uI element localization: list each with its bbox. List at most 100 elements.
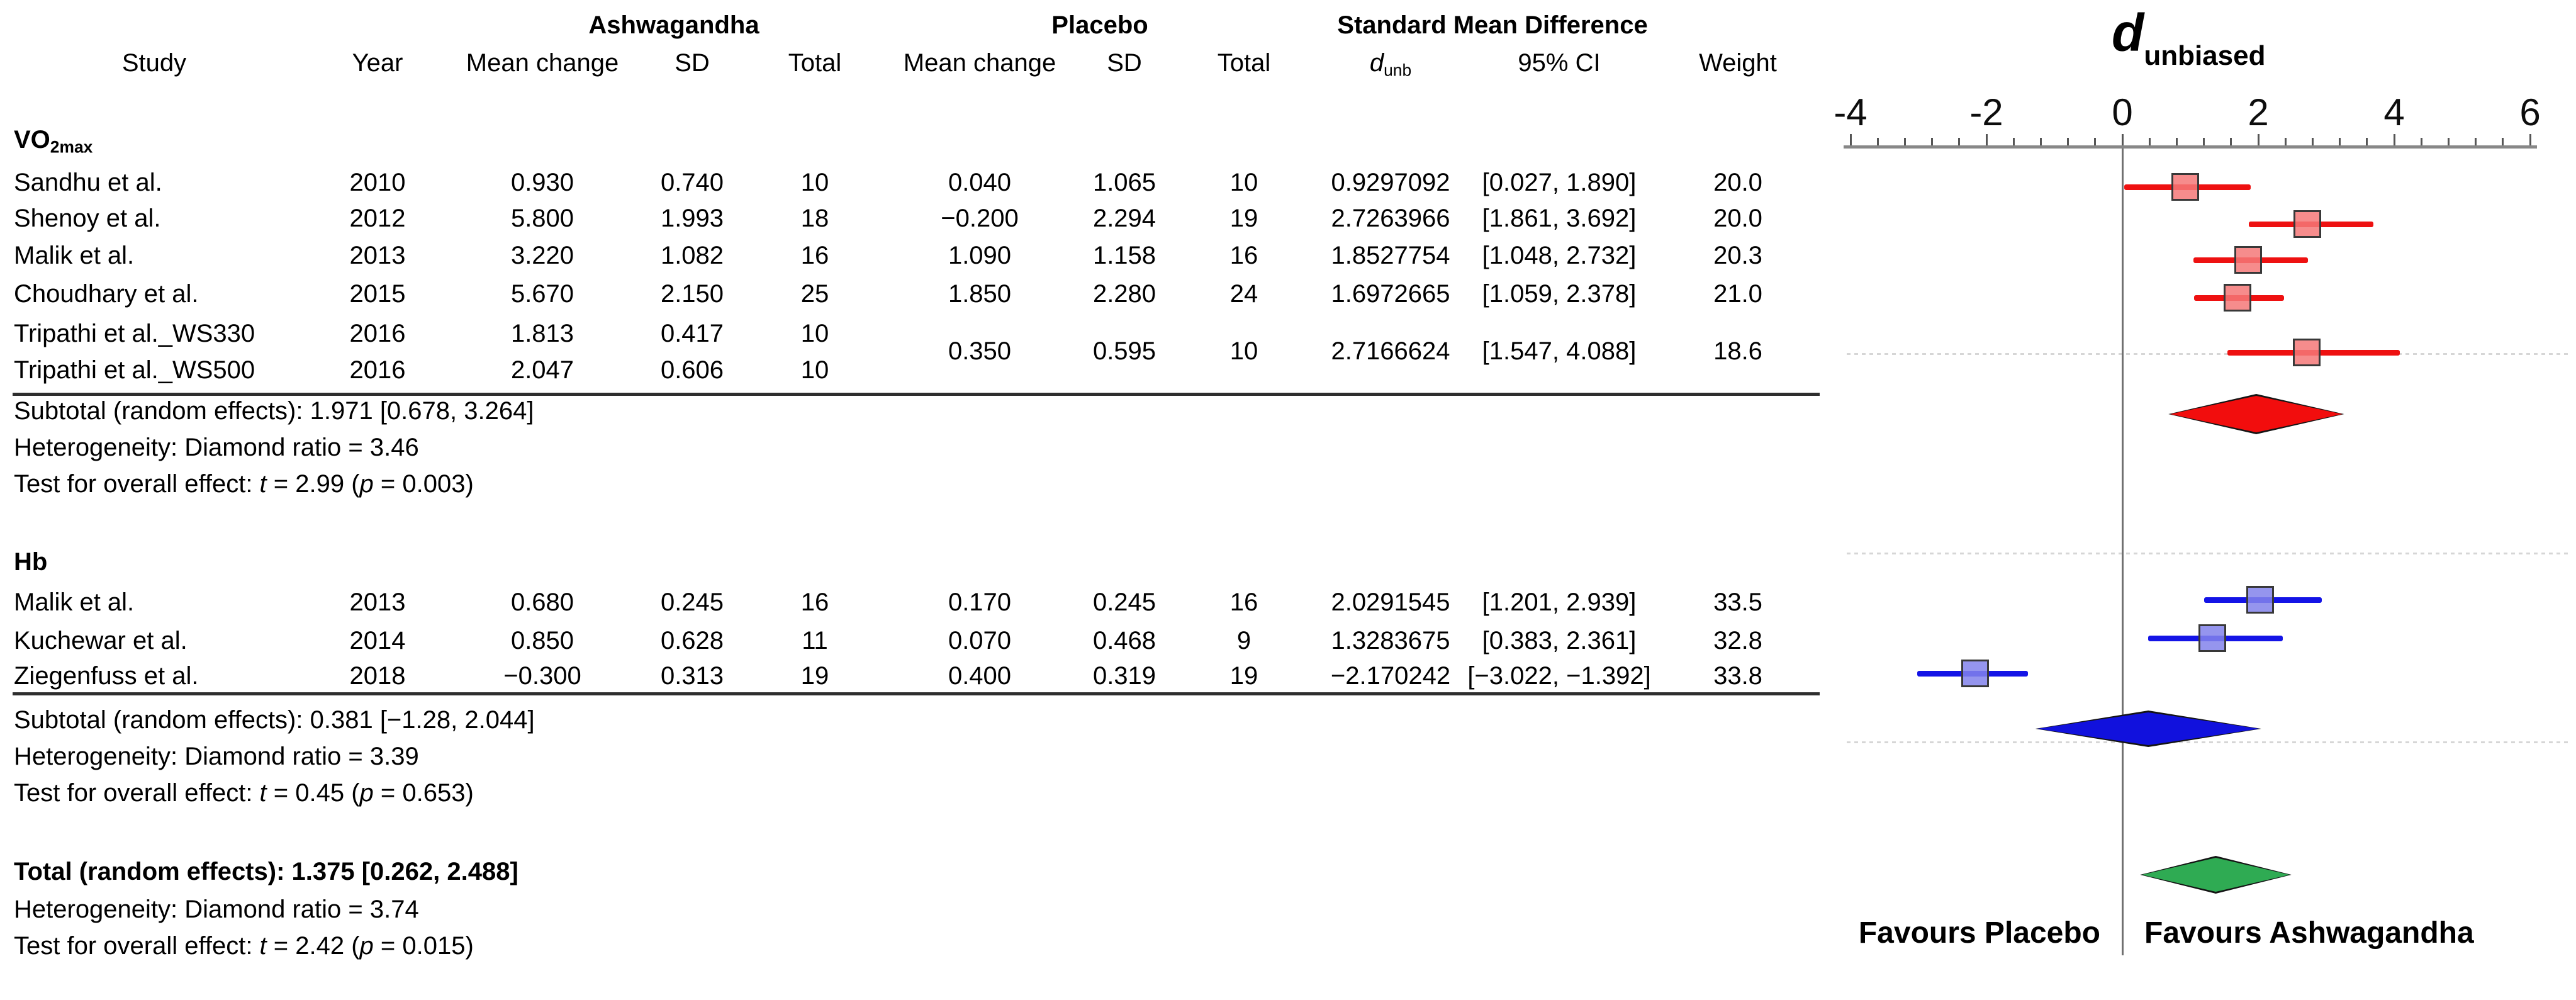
weight-cell: 20.0: [1713, 205, 1762, 232]
weight-cell: 20.3: [1713, 242, 1762, 269]
study-name: Tripathi et al._WS330: [14, 320, 255, 347]
year-cell: 2014: [349, 627, 406, 654]
section-label-vo2max: VO2max: [0, 122, 1825, 157]
heterogeneity-text: Heterogeneity: Diamond ratio = 3.39: [14, 743, 419, 770]
sd-p-cell: 0.595: [1092, 337, 1156, 365]
axis-minor-tick: [2148, 138, 2151, 145]
year-cell: 2016: [349, 320, 406, 347]
weight-cell: 33.5: [1713, 588, 1762, 616]
col-header-mean-change-a: Mean change: [466, 49, 619, 77]
sd-a-cell: 1.082: [660, 242, 724, 269]
col-header-weight: Weight: [1699, 49, 1777, 77]
dotted-separator: [1847, 353, 2570, 355]
year-cell: 2010: [349, 169, 406, 196]
total-a-cell: 16: [800, 588, 829, 616]
total-p-cell: 10: [1229, 169, 1258, 196]
axis-minor-tick: [2420, 138, 2422, 145]
overall-effect-text: Test for overall effect: t = 0.45 (p = 0…: [14, 779, 474, 807]
table-row: Sandhu et al. 2010 0.930 0.740 10 0.040 …: [0, 165, 1825, 200]
dotted-separator: [1847, 553, 2570, 554]
dotted-separator: [1847, 741, 2570, 743]
year-cell: 2013: [349, 242, 406, 269]
study-name: Sandhu et al.: [14, 169, 162, 196]
table-row: Tripathi et al._WS500 2016 2.047 0.606 1…: [0, 352, 1825, 388]
mean-p-cell: 0.350: [948, 337, 1012, 365]
year-cell: 2015: [349, 280, 406, 308]
total-p-cell: 19: [1229, 662, 1258, 690]
mean-p-cell: 0.070: [948, 627, 1012, 654]
col-header-sd-p: SD: [1107, 49, 1142, 77]
mean-a-cell: 5.800: [510, 205, 574, 232]
ci-cell: [1.547, 4.088]: [1482, 337, 1637, 365]
forest-square: [2198, 624, 2227, 652]
axis-major-tick: [2257, 134, 2260, 145]
subtotal-text: Subtotal (random effects): 1.971 [0.678,…: [14, 397, 534, 425]
ci-cell: [1.861, 3.692]: [1482, 205, 1637, 232]
subtotal-diamond: [2168, 394, 2344, 434]
axis-minor-tick: [2067, 138, 2069, 145]
total-a-cell: 10: [800, 320, 829, 347]
x-axis-line: [1844, 145, 2537, 149]
subtotal-line: Subtotal (random effects): 0.381 [−1.28,…: [0, 702, 1825, 738]
axis-minor-tick: [2311, 138, 2314, 145]
axis-major-tick: [2393, 134, 2395, 145]
total-a-cell: 11: [802, 627, 828, 654]
mean-a-cell: 2.047: [510, 356, 574, 384]
sd-p-cell: 1.065: [1092, 169, 1156, 196]
ci-cell: [1.048, 2.732]: [1482, 242, 1637, 269]
axis-tick-label: 6: [2519, 91, 2541, 133]
sd-p-cell: 0.245: [1092, 588, 1156, 616]
favours-placebo-label: Favours Placebo: [1858, 916, 2100, 950]
section-label-hb: Hb: [0, 544, 1825, 580]
mean-p-cell: 0.040: [948, 169, 1012, 196]
axis-minor-tick: [2203, 138, 2205, 145]
total-a-cell: 10: [800, 169, 829, 196]
axis-tick-label: 4: [2383, 91, 2405, 133]
heterogeneity-line: Heterogeneity: Diamond ratio = 3.39: [0, 739, 1825, 774]
axis-minor-tick: [1903, 138, 1906, 145]
table-row: Shenoy et al. 2012 5.800 1.993 18 −0.200…: [0, 201, 1825, 236]
col-header-ci: 95% CI: [1518, 49, 1601, 77]
sd-a-cell: 0.313: [660, 662, 724, 690]
section-divider-rule: [13, 393, 1820, 396]
ci-cell: [0.383, 2.361]: [1482, 627, 1637, 654]
axis-major-tick: [1985, 134, 1988, 145]
sd-a-cell: 2.150: [660, 280, 724, 308]
d-cell: 2.0291545: [1331, 588, 1450, 616]
total-a-cell: 16: [800, 242, 829, 269]
total-p-cell: 10: [1229, 337, 1258, 365]
d-cell: 2.7263966: [1331, 205, 1450, 232]
sd-p-cell: 0.468: [1092, 627, 1156, 654]
overall-effect-line: Test for overall effect: t = 2.42 (p = 0…: [0, 928, 1825, 963]
axis-major-tick: [1849, 134, 1852, 145]
weight-cell: 33.8: [1713, 662, 1762, 690]
axis-tick-label: -4: [1834, 91, 1868, 133]
col-header-mean-change-p: Mean change: [903, 49, 1056, 77]
study-name: Choudhary et al.: [14, 280, 199, 308]
forest-square: [1961, 660, 1989, 687]
total-diamond: [2140, 856, 2292, 894]
sd-p-cell: 1.158: [1092, 242, 1156, 269]
study-name: Shenoy et al.: [14, 205, 161, 232]
axis-tick-label: 0: [2112, 91, 2133, 133]
d-cell: 2.7166624: [1331, 337, 1450, 365]
table-group-header-row: Ashwagandha Placebo Standard Mean Differ…: [0, 8, 1825, 43]
axis-minor-tick: [2284, 138, 2287, 145]
col-header-total-a: Total: [788, 49, 842, 77]
sd-a-cell: 0.245: [660, 588, 724, 616]
year-cell: 2016: [349, 356, 406, 384]
axis-major-tick: [2121, 134, 2124, 145]
mean-a-cell: 0.930: [510, 169, 574, 196]
axis-minor-tick: [2447, 138, 2450, 145]
ci-cell: [1.059, 2.378]: [1482, 280, 1637, 308]
total-diamond-fill: [2142, 858, 2290, 892]
subtotal-line: Subtotal (random effects): 1.971 [0.678,…: [0, 393, 1825, 429]
mean-a-cell: 0.680: [510, 588, 574, 616]
group-header-smd: Standard Mean Difference: [1337, 11, 1648, 39]
d-cell: 1.8527754: [1331, 242, 1450, 269]
axis-minor-tick: [2012, 138, 2015, 145]
d-cell: 1.3283675: [1331, 627, 1450, 654]
mean-a-cell: −0.300: [503, 662, 581, 690]
plot-title-d: d: [2112, 3, 2144, 62]
